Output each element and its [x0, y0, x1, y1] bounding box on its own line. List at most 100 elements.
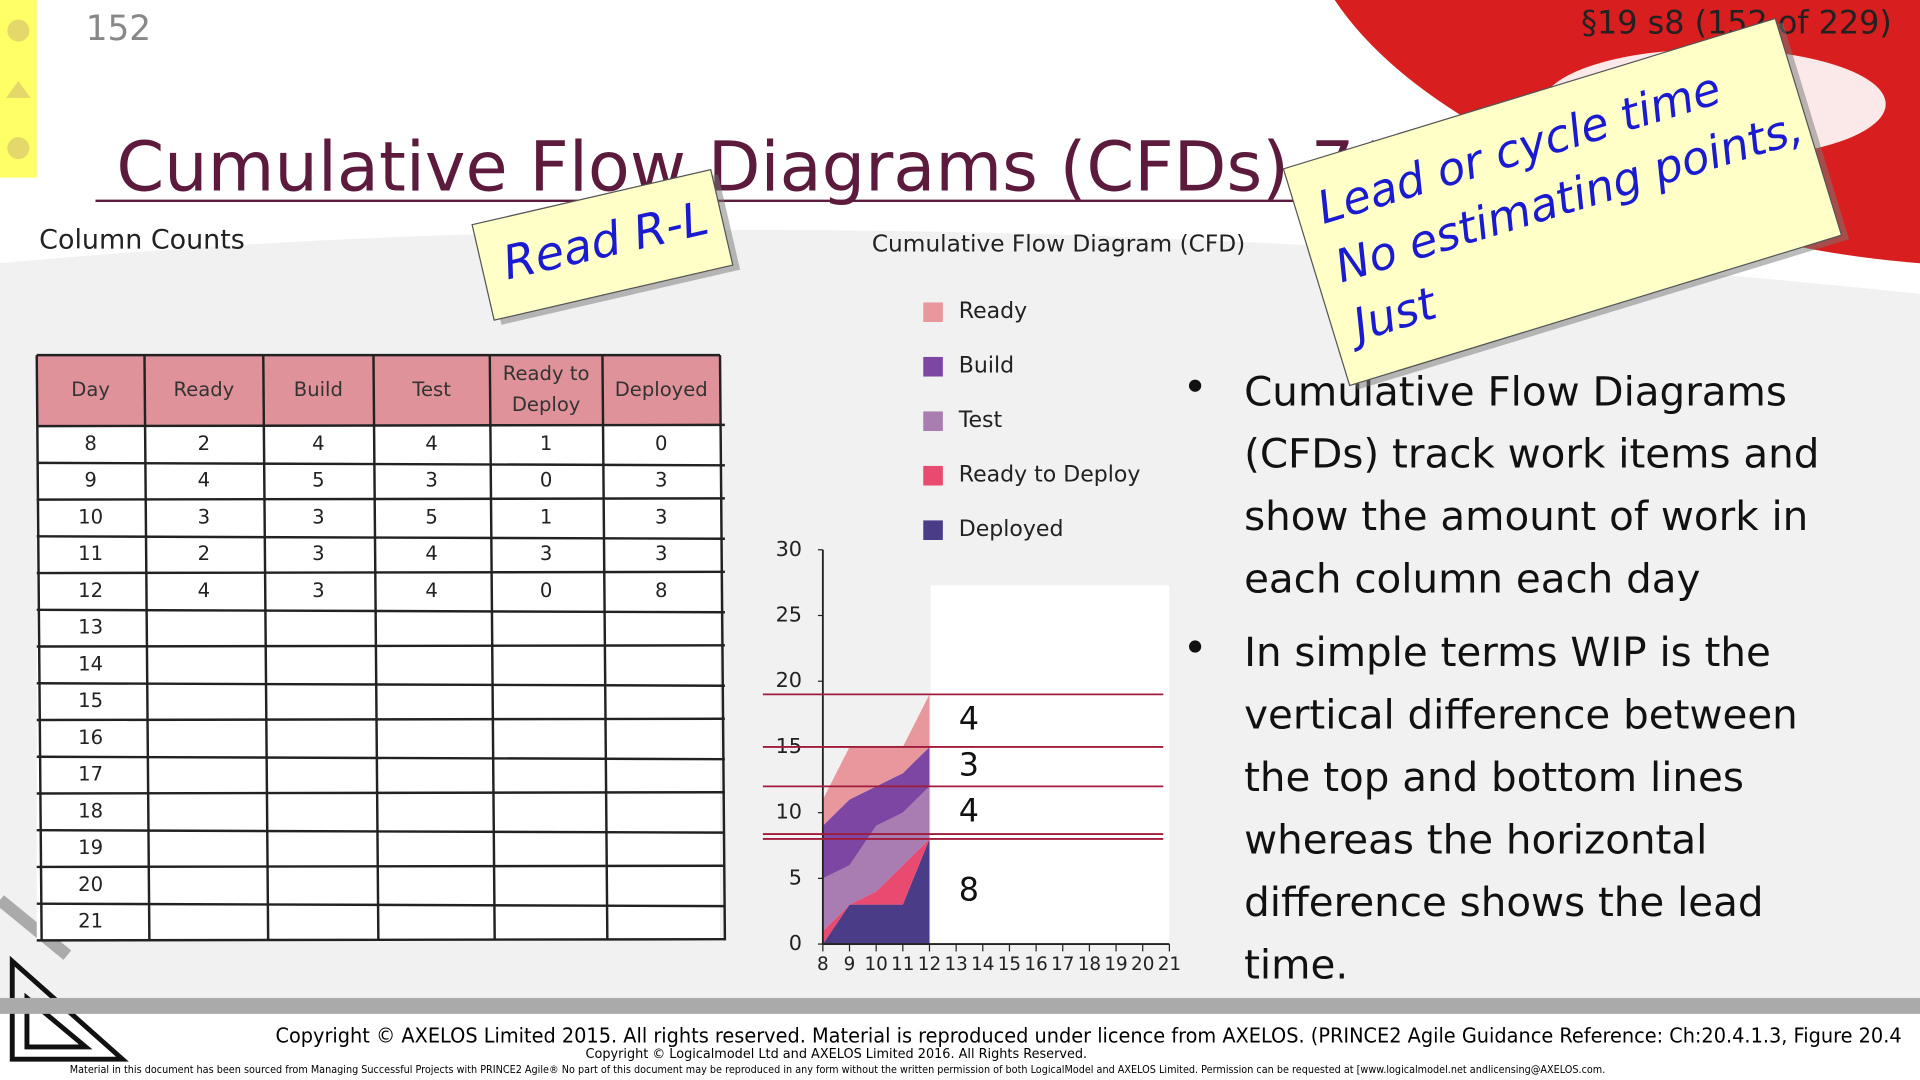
- x-tick-label: 21: [1158, 954, 1181, 975]
- table-rule: [143, 355, 151, 941]
- plot-background: [930, 585, 1170, 943]
- x-tick-label: 11: [891, 954, 914, 975]
- bullet-text: time.: [1244, 940, 1348, 988]
- table-cell: 3: [655, 542, 667, 565]
- table-cell: 11: [78, 542, 103, 565]
- table-caption: Column Counts: [39, 225, 245, 256]
- table-cell: 16: [78, 726, 103, 749]
- table-header-cell: Day: [71, 378, 110, 401]
- table-header-cell: Ready: [173, 378, 234, 401]
- table-cell: 0: [655, 432, 667, 455]
- table-rule: [36, 497, 725, 501]
- footer-notice: Material in this document has been sourc…: [70, 1063, 1606, 1076]
- x-tick-label: 10: [864, 954, 887, 975]
- wip-annotation: 8: [959, 871, 979, 909]
- table-rule: [36, 570, 725, 575]
- x-tick-label: 17: [1051, 954, 1074, 975]
- table-cell: 13: [78, 616, 103, 639]
- table-rule: [36, 791, 725, 795]
- legend-swatch: [923, 465, 943, 486]
- table-cell: 17: [78, 763, 103, 786]
- y-tick-label: 10: [776, 800, 802, 824]
- table-cell: 12: [78, 579, 103, 602]
- y-tick-label: 15: [776, 734, 802, 758]
- table-cell: 18: [78, 799, 103, 822]
- legend-swatch: [923, 356, 943, 377]
- table-header-cell: Ready to: [503, 362, 590, 385]
- table-rule: [36, 423, 725, 428]
- table-rule: [36, 864, 725, 869]
- footer-copyright: Copyright © AXELOS Limited 2015. All rig…: [276, 1024, 1902, 1048]
- table-cell: 3: [655, 505, 667, 528]
- table-cell: 3: [655, 469, 667, 492]
- table-cell: 19: [78, 836, 103, 859]
- table-cell: 14: [78, 652, 103, 675]
- table-rule: [35, 355, 43, 941]
- y-tick-label: 30: [776, 537, 802, 561]
- bullet-dot: [1188, 640, 1202, 653]
- table-header-cell: Deploy: [512, 393, 581, 416]
- x-tick-label: 8: [817, 954, 829, 975]
- toolbar-icon[interactable]: [7, 19, 30, 42]
- table-header-cell: Deployed: [615, 378, 708, 401]
- y-tick-label: 0: [789, 931, 802, 955]
- table-cell: 10: [78, 505, 103, 528]
- wip-annotation: 4: [959, 700, 979, 738]
- legend-label: Build: [959, 354, 1014, 379]
- table-rule: [36, 828, 725, 834]
- chart-title: Cumulative Flow Diagram (CFD): [872, 230, 1245, 257]
- x-tick-label: 18: [1078, 954, 1101, 975]
- table-cell: 21: [78, 910, 103, 933]
- area: [822, 746, 930, 879]
- table-cell: 2: [198, 542, 210, 565]
- wip-annotation: 4: [959, 792, 979, 830]
- sticky-paper: [471, 168, 734, 321]
- table-cell: 3: [425, 469, 437, 492]
- x-tick-label: 13: [944, 954, 967, 975]
- table-rule: [36, 682, 725, 687]
- legend-label: Ready: [959, 299, 1027, 324]
- table-header-bg: [36, 355, 721, 427]
- table-cell: 20: [78, 873, 103, 896]
- wip-annotation: 3: [959, 746, 979, 784]
- bullet-text: In simple terms WIP is the: [1244, 628, 1771, 676]
- table-cell: 0: [540, 469, 552, 492]
- table-cell: 4: [425, 542, 437, 565]
- y-tick-label: 25: [776, 603, 802, 627]
- legend-swatch: [923, 520, 943, 540]
- table-cell: 5: [425, 505, 437, 528]
- legend-label: Ready to Deploy: [959, 463, 1141, 488]
- table-cell: 3: [312, 579, 324, 602]
- table-cell: 0: [540, 579, 552, 602]
- page-number: 152: [86, 9, 151, 49]
- table-cell: 4: [425, 432, 437, 455]
- table-cell: 3: [198, 505, 210, 528]
- x-tick-label: 14: [971, 954, 994, 975]
- table-rule: [36, 937, 725, 942]
- table-cell: 5: [312, 469, 324, 492]
- table-rule: [36, 461, 725, 467]
- bullet-text: show the amount of work in: [1244, 492, 1808, 540]
- table-header-cell: Build: [294, 378, 343, 401]
- footer-copyright: Copyright © Logicalmodel Ltd and AXELOS …: [586, 1047, 1088, 1062]
- table-cell: 4: [198, 469, 210, 492]
- table-cell: 3: [540, 542, 552, 565]
- x-tick-label: 9: [844, 954, 856, 975]
- x-tick-label: 12: [918, 954, 941, 975]
- table-rule: [36, 644, 725, 648]
- table-rule: [36, 608, 725, 614]
- table-cell: 4: [312, 432, 324, 455]
- x-tick-label: 20: [1131, 954, 1154, 975]
- table-rule: [36, 755, 725, 761]
- table-header-cell: Test: [411, 378, 451, 401]
- table-cell: 15: [78, 689, 103, 712]
- x-tick-label: 16: [1024, 954, 1047, 975]
- toolbar-icon[interactable]: [6, 80, 31, 98]
- legend-label: Deployed: [959, 517, 1064, 542]
- table-cell: 3: [312, 505, 324, 528]
- table-rule: [36, 535, 725, 540]
- toolbar-icon[interactable]: [7, 137, 30, 160]
